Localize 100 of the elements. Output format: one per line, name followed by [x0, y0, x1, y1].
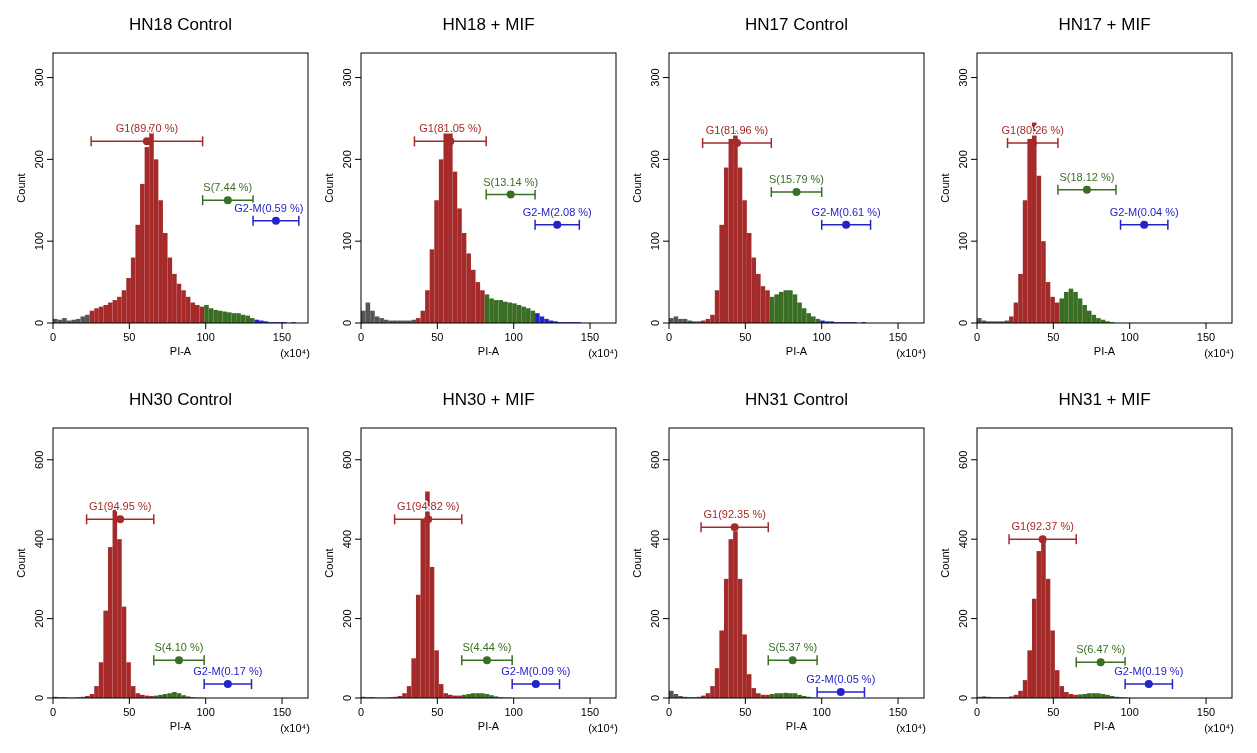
y-tick-label: 0 — [33, 694, 45, 702]
text: (x10⁴) — [1204, 347, 1234, 359]
x-tick-label: 150 — [272, 706, 292, 718]
y-axis-title: Count — [15, 173, 27, 203]
x-tick-label: 100 — [1120, 331, 1139, 343]
x-axis-title: PI-A — [1093, 345, 1116, 357]
annotation: G2-M(0.19 %) — [1114, 665, 1184, 678]
y-tick-label: 100 — [341, 232, 353, 251]
x-tick-label: 150 — [272, 331, 292, 343]
y-tick-label: 0 — [957, 319, 969, 327]
y-axis-title: Count — [939, 548, 951, 578]
x-tick-label: 150 — [888, 331, 908, 343]
y-axis-title: Count — [631, 173, 643, 203]
x-axis-title: PI-A — [169, 345, 192, 357]
y-axis-title: Count — [939, 173, 951, 203]
chart-title: HN31 Control — [745, 390, 848, 409]
y-tick-label: 300 — [341, 68, 353, 87]
x-axis-title: PI-A — [785, 720, 808, 732]
y-tick-label: 200 — [649, 609, 661, 628]
x-tick-label: 150 — [888, 706, 908, 718]
y-tick-label: 100 — [649, 232, 661, 251]
y-tick-label: 400 — [33, 530, 45, 549]
annotation: G1(92.35 %) — [703, 508, 766, 521]
chart-title: HN18 Control — [129, 15, 232, 34]
annotation: S(13.14 %) — [483, 175, 539, 188]
x-tick-label: 0 — [973, 331, 981, 343]
annotation: G2-M(0.04 %) — [1109, 205, 1179, 218]
chart-title: HN18 + MIF — [442, 15, 535, 34]
x-tick-label: 50 — [431, 706, 444, 718]
text: (x10⁴) — [588, 347, 618, 359]
x-tick-label: 100 — [812, 706, 831, 718]
x-tick-label: 50 — [123, 331, 136, 343]
annotation: S(15.79 %) — [768, 173, 825, 186]
chart-title: HN30 + MIF — [442, 390, 535, 409]
x-tick-label: 150 — [1196, 706, 1216, 718]
y-tick-label: 200 — [33, 150, 45, 169]
y-axis-title: Count — [15, 548, 27, 578]
x-tick-label: 0 — [665, 706, 673, 718]
x-axis-title: PI-A — [785, 345, 808, 357]
y-tick-label: 0 — [957, 694, 969, 702]
text: (x10⁴) — [588, 722, 618, 734]
y-tick-label: 400 — [649, 530, 661, 549]
y-tick-label: 600 — [649, 450, 661, 469]
y-tick-label: 600 — [957, 450, 969, 469]
y-tick-label: 400 — [957, 530, 969, 549]
y-tick-label: 100 — [957, 232, 969, 251]
annotation: G2-M(0.05 %) — [806, 673, 876, 686]
x-tick-label: 0 — [665, 331, 673, 343]
y-tick-label: 100 — [33, 232, 45, 251]
y-tick-label: 300 — [957, 68, 969, 87]
x-tick-label: 0 — [49, 331, 57, 343]
annotation: S(6.47 %) — [1076, 643, 1126, 656]
y-tick-label: 0 — [341, 694, 353, 702]
y-axis-title: Count — [631, 548, 643, 578]
x-tick-label: 0 — [49, 706, 57, 718]
y-tick-label: 300 — [33, 68, 45, 87]
annotation: S(4.10 %) — [154, 641, 204, 654]
annotation: S(7.44 %) — [203, 181, 253, 194]
y-tick-label: 200 — [341, 609, 353, 628]
y-tick-label: 200 — [649, 150, 661, 169]
y-tick-label: 200 — [33, 609, 45, 628]
chart-title: HN31 + MIF — [1058, 390, 1151, 409]
x-tick-label: 100 — [196, 331, 215, 343]
x-axis-title: PI-A — [169, 720, 192, 732]
x-axis-title: PI-A — [477, 345, 500, 357]
x-tick-label: 100 — [504, 706, 523, 718]
y-tick-label: 200 — [957, 150, 969, 169]
y-tick-label: 0 — [33, 319, 45, 327]
y-tick-label: 200 — [957, 609, 969, 628]
annotation: G1(92.37 %) — [1011, 520, 1074, 533]
annotation: G2-M(2.08 %) — [522, 205, 592, 218]
x-tick-label: 50 — [1047, 331, 1060, 343]
annotation: S(18.12 %) — [1059, 170, 1115, 183]
text: (x10⁴) — [1204, 722, 1234, 734]
x-tick-label: 150 — [580, 331, 600, 343]
annotation: S(5.37 %) — [768, 641, 818, 654]
text: (x10⁴) — [280, 722, 310, 734]
annotation: G1(94.95 %) — [89, 500, 152, 513]
x-tick-label: 50 — [1047, 706, 1060, 718]
y-tick-label: 200 — [341, 150, 353, 169]
annotation: G2-M(0.59 %) — [234, 201, 304, 214]
y-tick-label: 0 — [649, 694, 661, 702]
y-tick-label: 300 — [649, 68, 661, 87]
annotation: G2-M(0.09 %) — [501, 665, 571, 678]
x-tick-label: 0 — [357, 706, 365, 718]
text: (x10⁴) — [896, 722, 926, 734]
x-tick-label: 0 — [357, 331, 365, 343]
y-tick-label: 0 — [341, 319, 353, 327]
chart-title: HN17 Control — [745, 15, 848, 34]
y-tick-label: 0 — [649, 319, 661, 327]
annotation: G2-M(0.17 %) — [193, 665, 263, 678]
annotation: G1(81.05 %) — [419, 122, 482, 135]
x-tick-label: 50 — [739, 331, 752, 343]
y-tick-label: 600 — [33, 450, 45, 469]
annotation: G1(81.96 %) — [705, 124, 769, 136]
x-tick-label: 0 — [973, 706, 981, 718]
annotation: G1(89.70 %) — [115, 122, 179, 135]
chart-title: HN30 Control — [129, 390, 232, 409]
y-tick-label: 600 — [341, 450, 353, 469]
y-axis-title: Count — [323, 173, 335, 203]
